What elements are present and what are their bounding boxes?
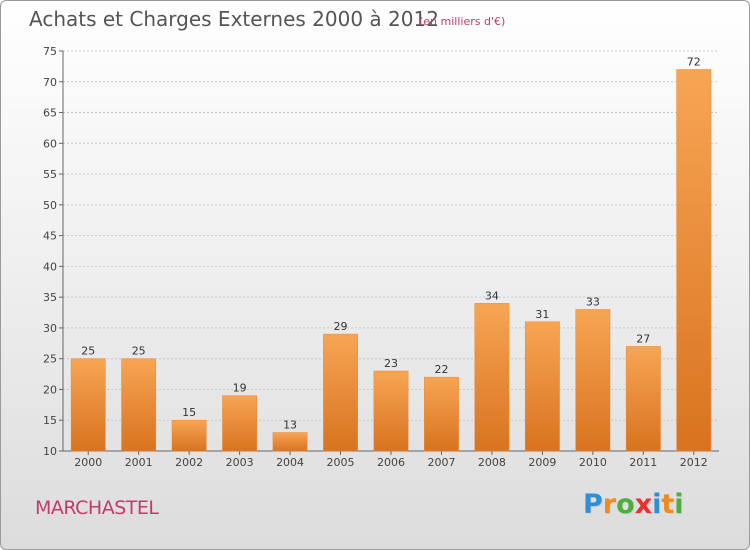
x-tick-label-2002: 2002 [175,456,203,469]
x-tick-label-2001: 2001 [125,456,153,469]
data-label-2002: 15 [182,406,196,419]
data-label-2009: 31 [535,308,549,321]
y-tick-label: 65 [43,107,57,120]
proxiti-logo: Proxiti [583,489,684,520]
y-tick-label: 10 [43,445,57,458]
bar-2006 [373,370,409,452]
data-label-2008: 34 [485,289,499,302]
x-tick-label-2007: 2007 [427,456,455,469]
bars [70,69,712,452]
data-label-2012: 72 [687,55,701,68]
y-tick-label: 35 [43,291,57,304]
y-tick-label: 25 [43,353,57,366]
y-tick-label: 70 [43,76,57,89]
bar-2005 [323,333,358,452]
data-labels: 25 25 15 19 13 29 23 22 34 31 33 27 72 [81,55,701,431]
y-tick-label: 50 [43,199,57,212]
axes: 10 15 20 25 30 35 40 45 50 55 60 65 70 75 2000 2001 2002… [43,45,719,469]
bar-2004 [272,432,308,452]
chart-title: Achats et Charges Externes 2000 à 2012 [29,7,439,31]
x-tick-label-2000: 2000 [74,456,102,469]
y-tick-label: 40 [43,260,57,273]
x-tick-label-2009: 2009 [528,456,556,469]
chart-subtitle: (en milliers d'€) [419,15,506,28]
x-tick-label-2003: 2003 [226,456,254,469]
logo-letter: r [602,489,617,520]
x-tick-label-2011: 2011 [629,456,657,469]
bar-2010 [575,309,611,452]
logo-letter: i [674,489,684,520]
data-label-2004: 13 [283,419,297,432]
bar-2011 [625,346,661,452]
y-tick-label: 30 [43,322,57,335]
x-tick-label-2008: 2008 [478,456,506,469]
data-label-2003: 19 [233,382,247,395]
y-tick-label: 20 [43,383,57,396]
data-label-2010: 33 [586,295,600,308]
data-label-2006: 23 [384,357,398,370]
y-tick-label: 75 [43,45,57,58]
x-tick-label-2005: 2005 [327,456,355,469]
bar-2003 [222,395,258,452]
bar-2002 [171,419,207,452]
bar-2008 [474,303,510,452]
x-tick-label-2004: 2004 [276,456,304,469]
logo-letter: x [634,489,653,520]
bar-2001 [121,358,157,452]
x-tick-label-2012: 2012 [680,456,708,469]
data-label-2000: 25 [81,345,95,358]
data-label-2007: 22 [434,363,448,376]
x-tick-label-2006: 2006 [377,456,405,469]
y-tick-label: 55 [43,168,57,181]
logo-letter: t [661,489,675,520]
y-tick-label: 15 [43,414,57,427]
bar-2009 [524,321,560,452]
x-tick-label-2010: 2010 [579,456,607,469]
y-tick-label: 60 [43,137,57,150]
bar-2007 [424,376,459,452]
bar-2000 [70,358,106,452]
y-tick-label: 45 [43,230,57,243]
data-label-2005: 29 [334,320,348,333]
commune-name: MARCHASTEL [35,497,159,519]
logo-letter: i [652,489,662,520]
data-label-2001: 25 [132,345,146,358]
data-label-2011: 27 [636,332,650,345]
logo-letter: P [583,489,603,520]
bar-2012 [676,69,712,452]
logo-letter: o [616,489,635,520]
